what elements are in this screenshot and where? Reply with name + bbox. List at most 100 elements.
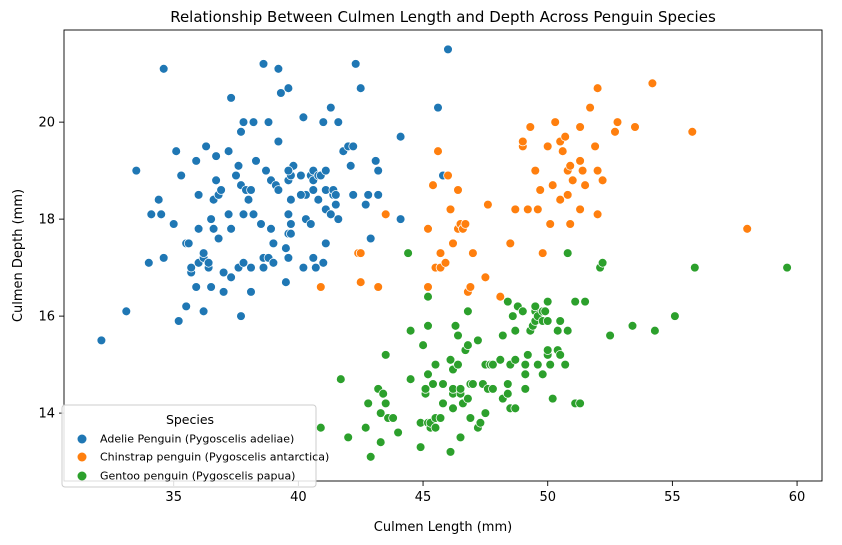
data-point-series-2-43	[453, 359, 463, 370]
data-point-series-0-138	[243, 194, 254, 205]
data-point-series-1-14	[443, 170, 453, 181]
data-point-series-2-96	[547, 393, 558, 404]
data-point-series-2-101	[560, 359, 570, 370]
data-point-series-2-85	[530, 301, 541, 312]
data-point-series-0-114	[331, 190, 341, 200]
data-point-series-2-77	[520, 384, 531, 394]
data-point-series-1-41	[550, 117, 560, 127]
data-point-series-1-6	[423, 282, 433, 292]
data-point-series-0-4	[146, 209, 157, 220]
data-point-series-2-115	[782, 262, 792, 273]
data-point-series-1-18	[453, 185, 463, 195]
data-point-series-0-120	[348, 190, 358, 200]
data-point-series-2-100	[555, 316, 565, 326]
data-point-series-0-5	[153, 194, 164, 205]
data-point-series-1-34	[530, 165, 541, 176]
data-point-series-2-45	[455, 432, 466, 443]
data-point-series-0-126	[365, 233, 376, 244]
legend-label-adelie: Adelie Penguin (Pygoscelis adeliae)	[100, 433, 294, 446]
data-point-series-2-0	[316, 422, 326, 433]
data-point-series-0-13	[181, 301, 191, 312]
data-point-series-0-11	[173, 316, 184, 326]
data-point-series-1-55	[580, 180, 590, 190]
data-point-series-2-117	[488, 384, 498, 394]
data-point-series-1-16	[448, 238, 458, 249]
data-point-series-2-72	[510, 403, 521, 414]
data-point-series-0-77	[281, 243, 291, 253]
data-point-series-0-57	[248, 209, 259, 220]
data-point-series-1-31	[518, 136, 528, 147]
data-point-series-2-93	[542, 316, 553, 326]
data-point-series-0-74	[273, 64, 284, 74]
x-tick-label: 45	[415, 490, 432, 505]
data-point-series-0-76	[281, 277, 291, 287]
data-point-series-0-128	[373, 190, 383, 200]
data-point-series-2-116	[468, 379, 478, 389]
data-point-series-2-33	[435, 413, 446, 423]
data-point-series-2-58	[480, 408, 491, 418]
data-point-series-0-83	[286, 228, 296, 239]
data-point-series-2-18	[415, 442, 426, 452]
data-point-series-2-63	[495, 355, 506, 365]
data-point-series-0-129	[373, 165, 383, 176]
data-point-series-1-58	[592, 209, 603, 220]
data-point-series-0-56	[246, 185, 256, 195]
data-point-series-2-68	[503, 296, 513, 307]
data-point-series-1-50	[567, 175, 578, 186]
data-point-series-2-119	[465, 413, 476, 423]
x-tick-label: 40	[290, 490, 307, 505]
points-layer	[96, 44, 792, 462]
data-point-series-2-35	[438, 379, 448, 389]
data-point-series-1-52	[575, 156, 585, 166]
data-point-series-2-94	[542, 296, 553, 307]
x-tick-label: 35	[165, 490, 182, 505]
legend-marker-gentoo	[77, 471, 87, 481]
data-point-series-2-30	[430, 422, 441, 433]
data-point-series-2-114	[690, 262, 700, 273]
data-point-series-0-104	[318, 117, 329, 127]
data-point-series-0-10	[171, 146, 181, 156]
data-point-series-1-59	[592, 165, 603, 176]
data-point-series-0-119	[345, 161, 356, 171]
data-point-series-2-71	[508, 311, 518, 321]
data-point-series-1-7	[423, 224, 433, 234]
data-point-series-0-64	[261, 165, 271, 176]
data-point-series-1-49	[565, 161, 575, 171]
data-point-series-0-72	[273, 185, 284, 195]
data-point-series-0-61	[258, 262, 269, 273]
data-point-series-1-63	[612, 117, 623, 127]
data-point-series-0-121	[348, 141, 358, 152]
data-point-series-0-42	[226, 224, 236, 234]
data-point-series-0-6	[156, 209, 166, 220]
data-point-series-0-110	[326, 102, 336, 113]
data-point-series-1-28	[505, 238, 516, 249]
data-point-series-0-78	[283, 253, 294, 263]
data-point-series-1-45	[560, 131, 570, 142]
data-point-series-0-54	[246, 287, 256, 297]
data-point-series-2-25	[423, 321, 433, 331]
data-point-series-1-13	[440, 258, 451, 268]
chart-title: Relationship Between Culmen Length and D…	[170, 8, 716, 26]
data-point-series-1-60	[592, 83, 603, 93]
x-tick-label: 55	[664, 490, 681, 505]
data-point-series-0-93	[306, 219, 316, 229]
data-point-series-0-19	[191, 156, 201, 166]
data-point-series-0-7	[158, 253, 169, 263]
data-point-series-0-132	[433, 102, 443, 113]
data-point-series-0-50	[238, 258, 249, 268]
data-point-series-0-31	[208, 224, 219, 234]
data-point-series-0-96	[308, 185, 319, 195]
data-point-series-2-76	[518, 306, 528, 317]
data-point-series-1-29	[510, 204, 521, 215]
data-point-series-2-73	[510, 355, 521, 365]
data-point-series-2-15	[403, 248, 413, 258]
y-tick-label: 20	[38, 116, 55, 131]
data-point-series-0-84	[286, 219, 296, 229]
data-point-series-1-5	[380, 209, 391, 220]
data-point-series-0-60	[256, 219, 266, 229]
data-point-series-1-40	[547, 180, 558, 190]
data-point-series-1-54	[577, 165, 588, 176]
data-point-series-2-95	[545, 359, 555, 370]
legend-title: Species	[166, 412, 214, 427]
data-point-series-0-29	[206, 282, 216, 292]
